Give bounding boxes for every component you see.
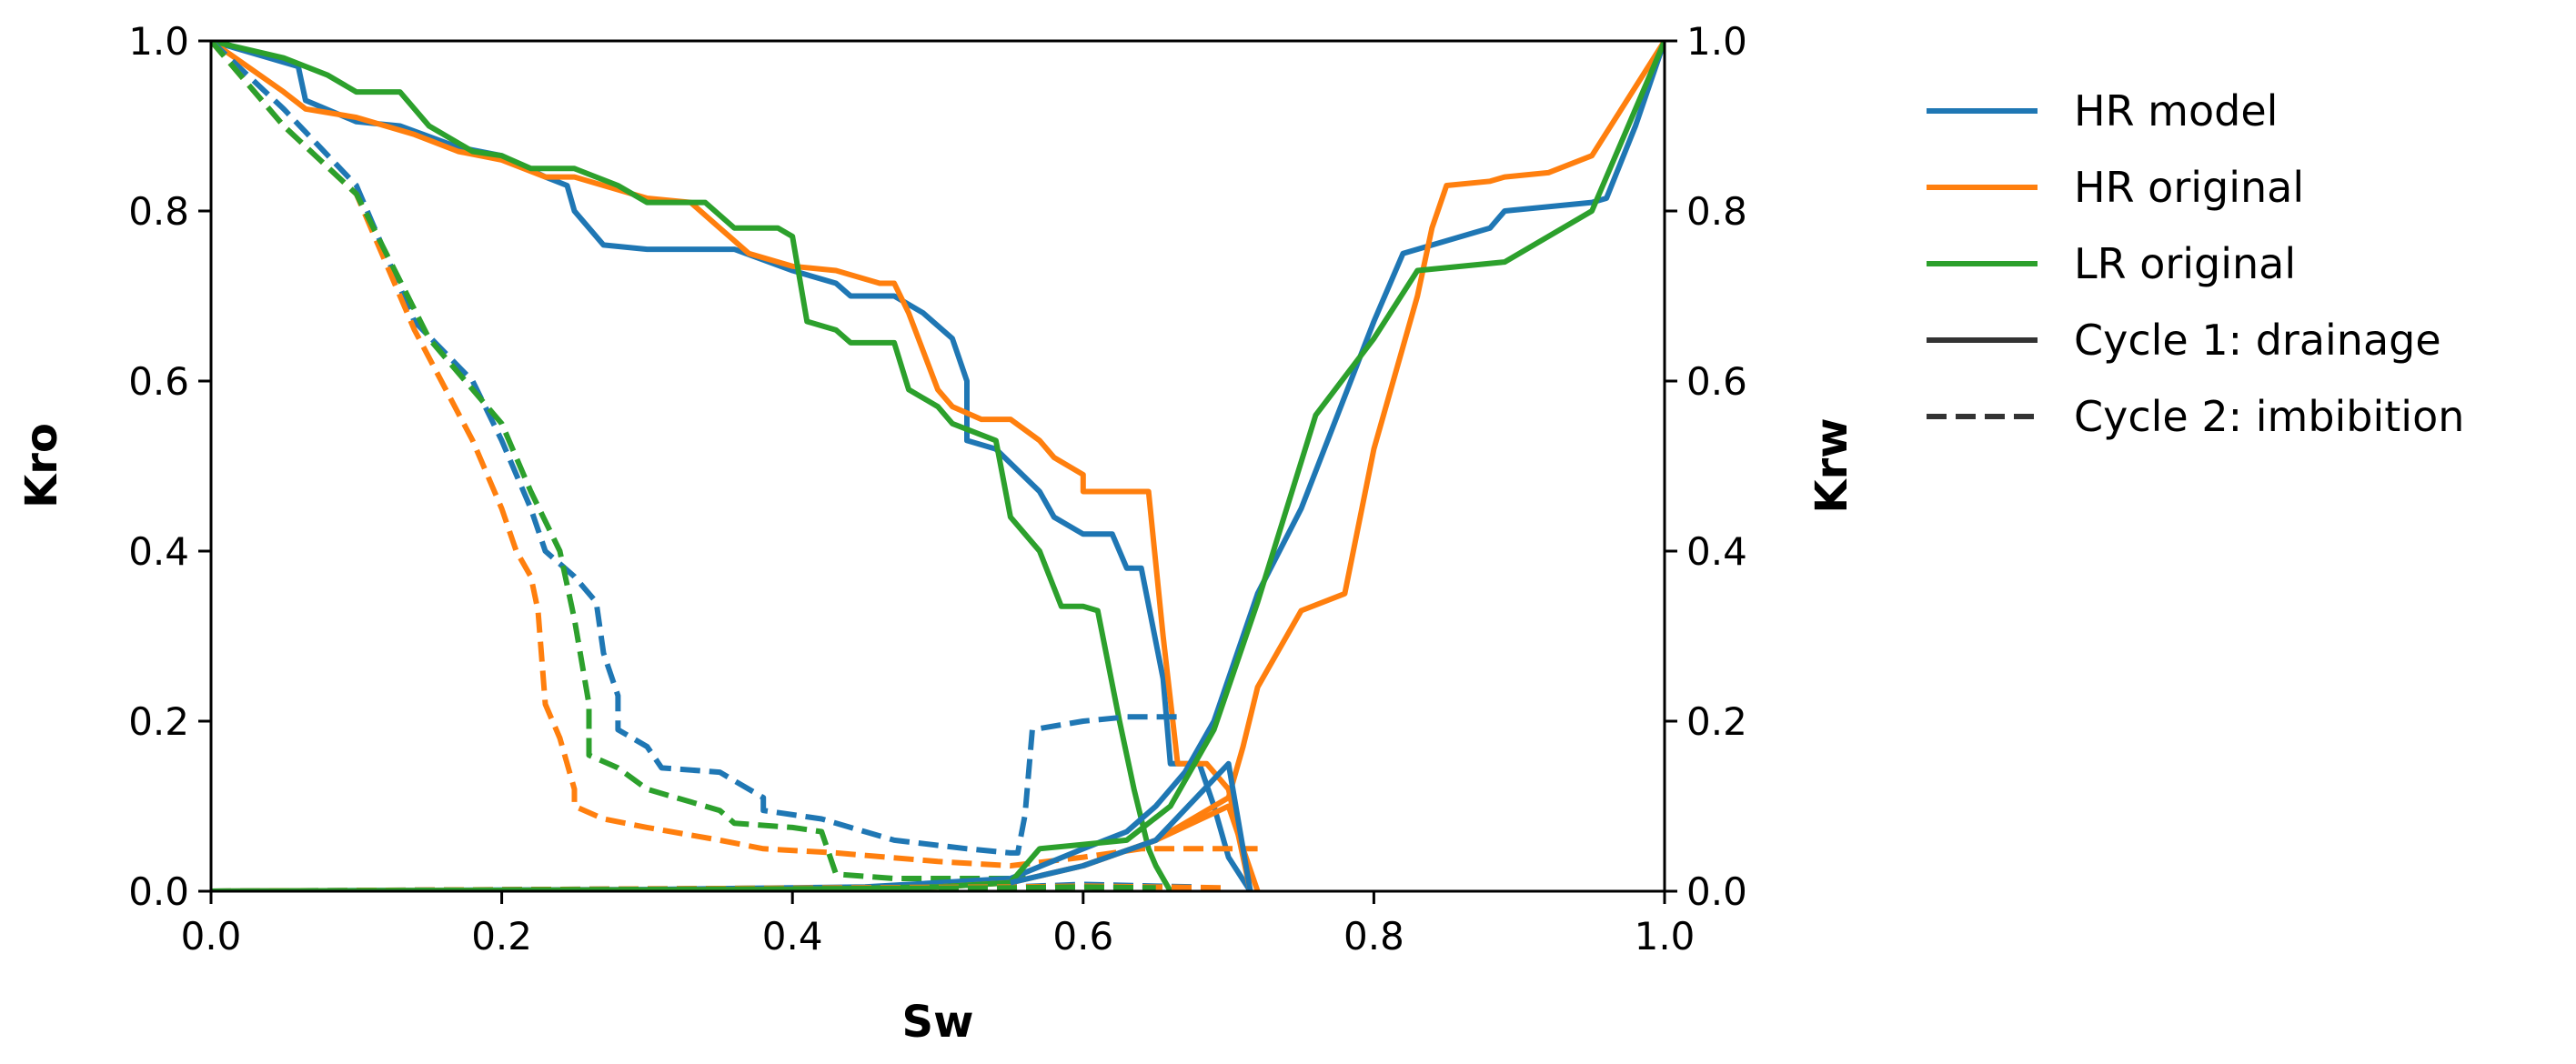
x-tick-label: 0.2 xyxy=(471,914,532,959)
series-layer xyxy=(211,41,1665,891)
series-line-1 xyxy=(211,41,1253,891)
x-axis-label: Sw xyxy=(902,997,974,1048)
y-tick-label: 0.8 xyxy=(128,189,189,234)
x-tick-label: 1.0 xyxy=(1635,914,1696,959)
y2-tick-label: 1.0 xyxy=(1686,19,1747,64)
legend-label: HR original xyxy=(2074,163,2304,212)
x-tick-label: 0.0 xyxy=(181,914,242,959)
legend: HR model HR original LR original Cycle 1: d… xyxy=(1927,86,2464,441)
y-axis-left: 0.0 0.2 0.4 0.6 0.8 1.0 xyxy=(128,19,211,914)
y-tick-label: 1.0 xyxy=(128,19,189,64)
legend-label: Cycle 1: drainage xyxy=(2074,316,2441,365)
y-tick-label: 0.0 xyxy=(128,869,189,914)
x-tick-label: 0.4 xyxy=(762,914,823,959)
y2-tick-label: 0.6 xyxy=(1686,359,1747,404)
plot-frame xyxy=(209,39,1666,893)
y2-tick-label: 0.2 xyxy=(1686,699,1747,744)
legend-label: Cycle 2: imbibition xyxy=(2074,392,2464,441)
y2-tick-label: 0.4 xyxy=(1686,529,1747,574)
x-tick-label: 0.6 xyxy=(1052,914,1113,959)
y2-tick-label: 0.8 xyxy=(1686,189,1747,234)
x-axis: 0.0 0.2 0.4 0.6 0.8 1.0 xyxy=(181,891,1696,959)
series-line-2 xyxy=(211,41,1253,891)
y-tick-label: 0.6 xyxy=(128,359,189,404)
y-axis-label-left: Kro xyxy=(16,423,67,508)
series-line-4 xyxy=(211,41,1185,856)
x-tick-label: 0.8 xyxy=(1343,914,1404,959)
series-line-6 xyxy=(211,41,1026,881)
series-line-3 xyxy=(211,41,1173,891)
legend-label: HR model xyxy=(2074,86,2278,136)
y-tick-label: 0.2 xyxy=(128,699,189,744)
y-tick-label: 0.4 xyxy=(128,529,189,574)
series-line-14 xyxy=(1010,760,1253,891)
series-line-12 xyxy=(211,884,1156,891)
plot-border xyxy=(209,39,1666,893)
legend-label: LR original xyxy=(2074,239,2296,288)
y2-tick-label: 0.0 xyxy=(1686,869,1747,914)
y-axis-right: 0.0 0.2 0.4 0.6 0.8 1.0 xyxy=(1665,19,1747,914)
series-line-7 xyxy=(211,41,1665,891)
series-line-5 xyxy=(211,41,1258,868)
y-axis-label-right: Krw xyxy=(1806,417,1857,513)
series-line-9 xyxy=(211,41,1665,891)
series-line-8 xyxy=(211,41,1665,891)
